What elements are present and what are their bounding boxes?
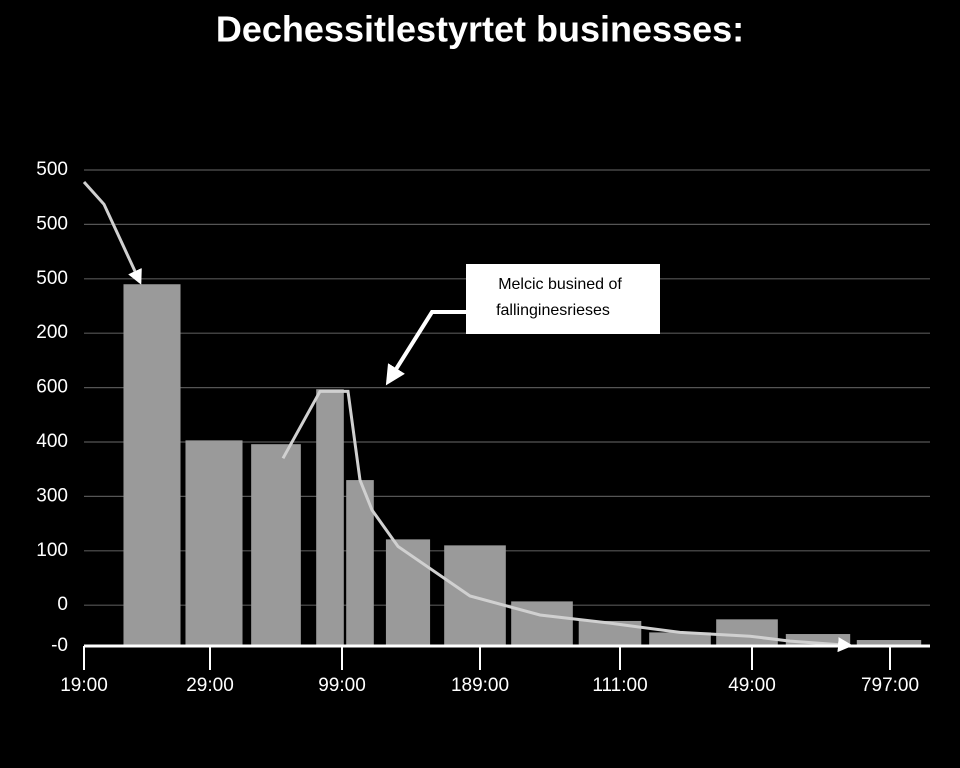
y-tick-label: 600	[36, 377, 68, 398]
bar	[316, 389, 344, 646]
y-tick-label: 500	[36, 268, 68, 289]
y-tick-label: 400	[36, 431, 68, 452]
bar	[185, 440, 243, 646]
annotation-arrow	[385, 310, 466, 386]
x-tick-label: 111:00	[592, 675, 647, 696]
y-tick-label: 0	[57, 594, 68, 615]
bar	[346, 480, 374, 646]
x-tick-label: 189:00	[451, 675, 509, 696]
x-tick-label: 797:00	[861, 675, 919, 696]
line	[281, 389, 853, 653]
bar	[649, 632, 711, 646]
annotation-box	[466, 264, 660, 334]
annotation-text: fallinginesrieses	[496, 302, 610, 319]
chart-title: Dechessitlestyrtet businesses:	[216, 9, 744, 50]
bar	[716, 619, 778, 646]
y-tick-label: 500	[36, 213, 68, 234]
bar	[511, 601, 573, 646]
line	[82, 180, 142, 285]
bar	[385, 539, 431, 646]
bar	[856, 640, 922, 646]
y-tick-label: 500	[36, 159, 68, 180]
x-tick-label: 49:00	[728, 675, 776, 696]
y-tick-label: 100	[36, 540, 68, 561]
y-tick-label: 300	[36, 485, 68, 506]
y-tick-label: 200	[36, 322, 68, 343]
x-tick-label: 29:00	[186, 675, 234, 696]
bar	[123, 284, 181, 646]
x-tick-label: 99:00	[318, 675, 366, 696]
bar	[251, 444, 301, 646]
bar	[785, 634, 851, 646]
y-tick-label: -0	[51, 635, 68, 656]
x-tick-label: 19:00	[60, 675, 108, 696]
plot: -0 0 100 300 400 600 200 500 500 500 19:00 29:00 99:…	[36, 159, 930, 696]
annotation-text: Melcic busined of	[498, 276, 622, 293]
bar	[444, 545, 506, 646]
